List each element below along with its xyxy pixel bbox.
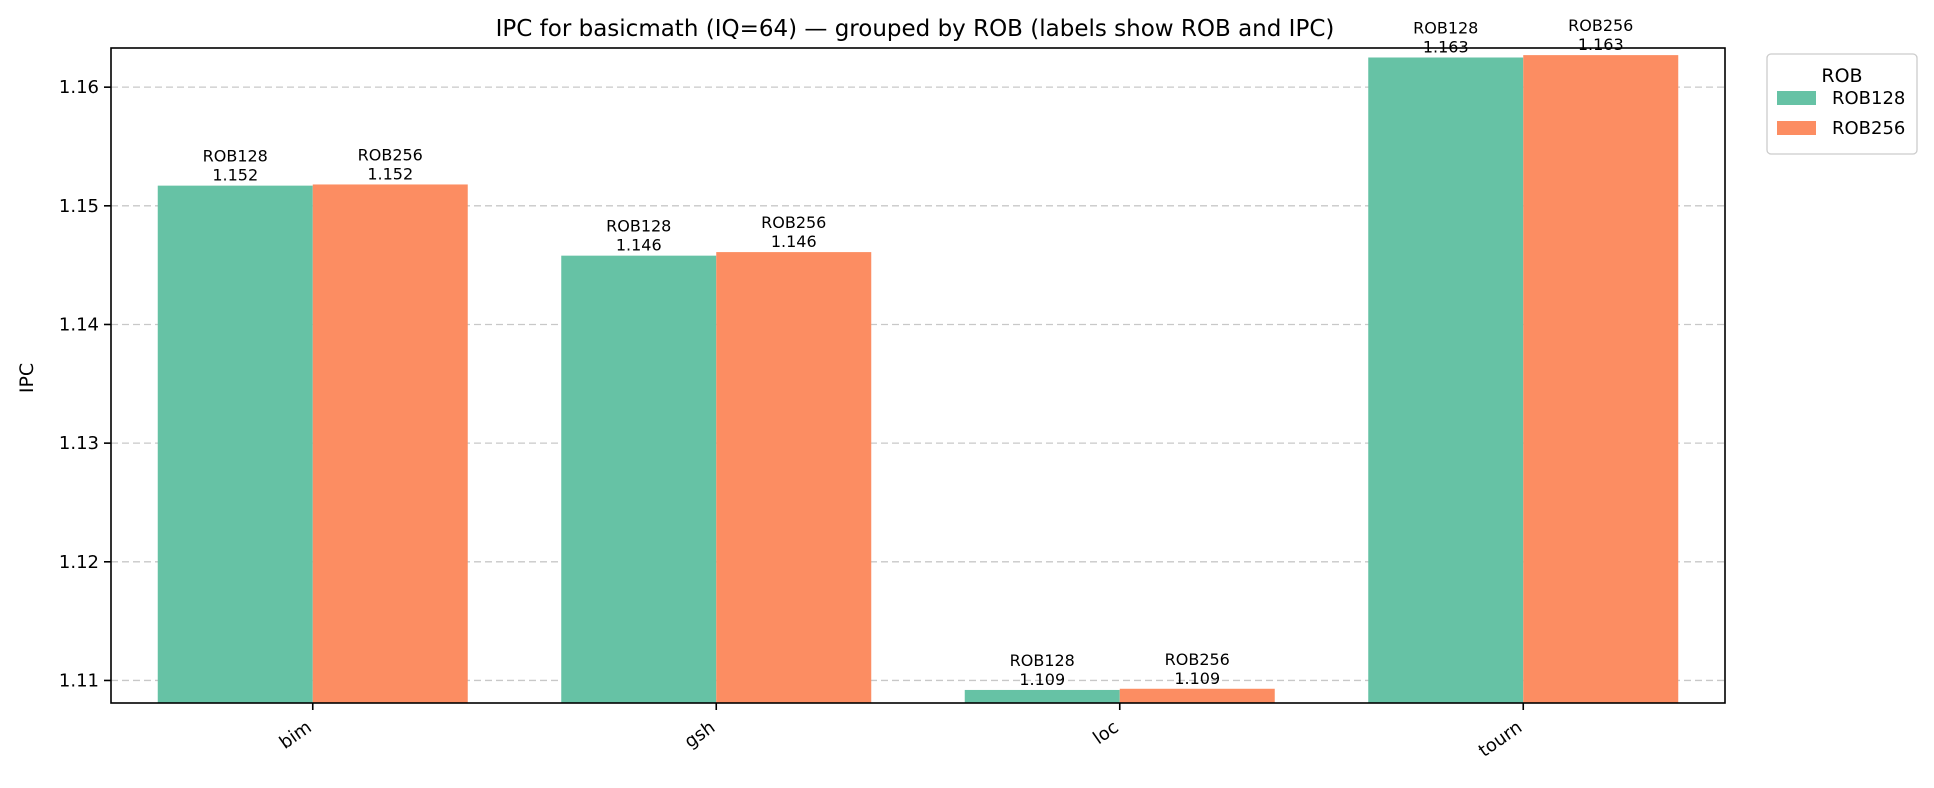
bar-label-value: 1.163 [1423, 37, 1469, 56]
y-tick-label: 1.11 [59, 670, 99, 691]
legend: ROB ROB128 ROB256 [1766, 53, 1918, 155]
plot-frame [110, 47, 1726, 704]
bar-label-series: ROB128 [203, 147, 268, 166]
bar-label-series: ROB256 [1165, 650, 1230, 669]
legend-items: ROB128 ROB256 [1777, 88, 1905, 139]
bar-rob128-gsh [561, 255, 717, 703]
y-tick-label: 1.15 [59, 196, 99, 217]
bar-label-value: 1.146 [616, 236, 662, 255]
chart-title: IPC for basicmath (IQ=64) — grouped by R… [496, 16, 1335, 42]
bar-label-value: 1.152 [367, 164, 413, 183]
bar-label-series: ROB128 [1413, 18, 1478, 37]
bar-value-label: ROB256 1.163 [1568, 16, 1633, 54]
y-tick-label: 1.12 [59, 552, 99, 573]
bar-rob128-bim [157, 185, 313, 704]
bar-value-label: ROB256 1.152 [358, 145, 423, 183]
bar-label-series: ROB256 [1568, 16, 1633, 35]
y-tick-label: 1.13 [59, 433, 99, 454]
bar-value-label: ROB256 1.109 [1165, 650, 1230, 688]
bar-value-label: ROB128 1.152 [203, 147, 268, 185]
bar-value-label: ROB128 1.146 [606, 217, 671, 255]
bar-rob256-gsh [716, 252, 872, 703]
bar-rob256-loc [1119, 688, 1275, 703]
bar-label-series: ROB256 [358, 145, 423, 164]
bar-label-series: ROB128 [606, 217, 671, 236]
y-tick-label: 1.14 [59, 314, 99, 335]
bar-value-label: ROB128 1.109 [1010, 651, 1075, 689]
bar-value-label: ROB256 1.146 [761, 213, 826, 251]
legend-swatch-rob128 [1777, 91, 1816, 105]
bar-label-value: 1.109 [1019, 670, 1065, 689]
legend-swatch-rob256 [1777, 121, 1816, 135]
x-tick-label: gsh [681, 717, 719, 753]
bar-rob256-bim [312, 184, 468, 704]
legend-title: ROB [1821, 65, 1862, 87]
y-axis-label: IPC [16, 363, 38, 393]
x-tick-label: tourn [1475, 717, 1526, 762]
bar-label-series: ROB128 [1010, 651, 1075, 670]
x-axis: bim gsh loc tourn [276, 703, 1526, 762]
bar-rob128-loc [964, 689, 1120, 703]
legend-label-rob128: ROB128 [1832, 88, 1905, 109]
bar-rob256-tourn [1523, 55, 1679, 703]
x-tick-label: bim [276, 717, 316, 754]
x-tick-label: loc [1089, 717, 1122, 749]
y-axis: 1.11 1.12 1.13 1.14 1.15 1.16 [59, 77, 111, 691]
bar-value-label: ROB128 1.163 [1413, 18, 1478, 56]
bar-label-value: 1.163 [1578, 35, 1624, 54]
bar-rob128-tourn [1368, 57, 1524, 704]
bar-label-series: ROB256 [761, 213, 826, 232]
bars [157, 55, 1679, 704]
bar-label-value: 1.109 [1174, 669, 1220, 688]
bar-label-value: 1.152 [212, 166, 258, 185]
legend-label-rob256: ROB256 [1832, 118, 1905, 139]
y-tick-label: 1.16 [59, 77, 99, 98]
bar-label-value: 1.146 [771, 232, 817, 251]
